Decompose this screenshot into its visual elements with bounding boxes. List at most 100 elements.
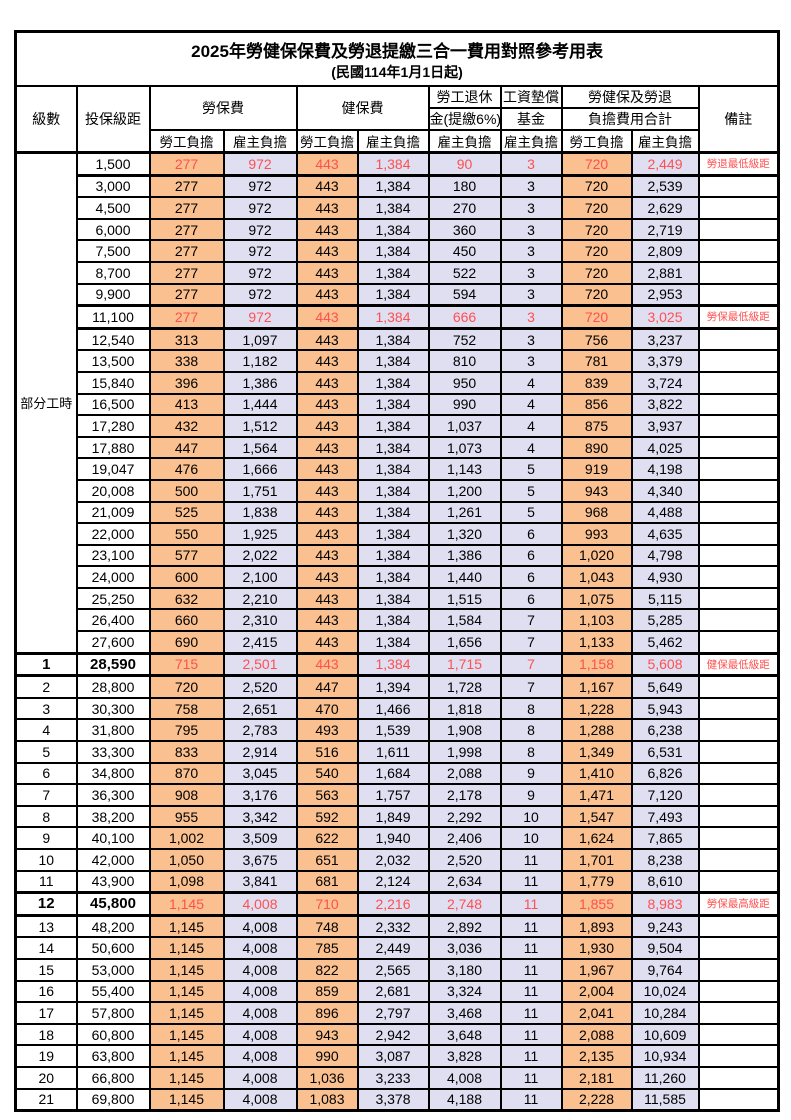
total-employer-cell: 4,340	[630, 478, 700, 503]
level-cell: 12	[14, 891, 78, 917]
health-ins-employee-cell: 443	[295, 500, 359, 525]
wage-fund-employer-cell: 3	[499, 327, 563, 352]
page-title: 2025年勞健保保費及勞退提繳三合一費用對照參考用表	[191, 41, 603, 61]
labor-ins-employer-cell: 972	[222, 196, 298, 220]
wage-fund-employer-cell: 11	[499, 1065, 563, 1090]
labor-ins-employer-cell: 4,008	[222, 979, 298, 1004]
health-ins-employer-cell: 2,797	[356, 1001, 430, 1025]
col-header-health-insurance: 健保費	[295, 85, 430, 131]
pension-employer-cell: 2,892	[427, 914, 502, 939]
health-ins-employee-cell: 443	[295, 217, 359, 242]
table-row: 13,500 338 1,182 443 1,384 810 3 781 3,379	[16, 349, 780, 373]
total-employer-cell: 4,488	[630, 500, 700, 525]
labor-ins-employer-cell: 3,176	[222, 783, 298, 807]
insured-bracket-cell: 27,600	[75, 630, 151, 655]
pension-employer-cell: 1,515	[427, 586, 502, 611]
table-row: 20 66,800 1,145 4,008 1,036 3,233 4,008 11 2,181…	[14, 1065, 780, 1090]
health-ins-employer-cell: 1,384	[356, 414, 430, 438]
total-employer-cell: 2,719	[630, 217, 700, 242]
health-ins-employer-cell: 2,216	[356, 891, 430, 917]
insured-bracket-cell: 13,500	[75, 349, 151, 373]
remark-cell	[697, 674, 780, 699]
insured-bracket-cell: 40,100	[75, 826, 151, 850]
total-employer-cell: 5,285	[630, 608, 700, 633]
labor-ins-employer-cell: 3,675	[222, 848, 298, 872]
total-employee-cell: 1,075	[560, 586, 633, 611]
insured-bracket-cell: 1,500	[75, 151, 151, 177]
labor-ins-employee-cell: 715	[148, 651, 225, 678]
total-employer-cell: 4,025	[630, 435, 700, 460]
pension-employer-cell: 4,188	[427, 1087, 502, 1112]
table-row: 9,900 277 972 443 1,384 594 3 720 2,953	[16, 282, 780, 307]
labor-ins-employee-cell: 833	[148, 740, 225, 764]
table-row: 4 31,800 795 2,783 493 1,539 1,908 8 1,288 6,238	[14, 718, 780, 743]
health-ins-employee-cell: 443	[295, 304, 359, 330]
level-cell: 13	[14, 914, 78, 939]
table-row: 4,500 277 972 443 1,384 270 3 720 2,629	[16, 196, 780, 220]
health-ins-employee-cell: 859	[295, 979, 359, 1004]
wage-fund-employer-cell: 6	[499, 543, 563, 568]
labor-ins-employee-cell: 338	[148, 349, 225, 373]
total-employee-cell: 1,471	[560, 783, 633, 807]
total-employer-cell: 5,943	[630, 696, 700, 721]
wage-fund-employer-cell: 8	[499, 718, 563, 743]
pension-employer-cell: 2,406	[427, 826, 502, 850]
health-ins-employer-cell: 2,124	[356, 869, 430, 894]
labor-ins-employer-cell: 1,512	[222, 414, 298, 438]
remark-cell	[697, 196, 780, 220]
total-employee-cell: 720	[560, 196, 633, 220]
total-employee-cell: 720	[560, 174, 633, 199]
table-row: 5 33,300 833 2,914 516 1,611 1,998 8 1,349 6,531	[14, 740, 780, 764]
health-ins-employee-cell: 443	[295, 522, 359, 546]
pension-employer-cell: 1,386	[427, 543, 502, 568]
labor-ins-employer-cell: 2,022	[222, 543, 298, 568]
wage-fund-employer-cell: 4	[499, 435, 563, 460]
wage-fund-employer-cell: 5	[499, 478, 563, 503]
wage-fund-employer-cell: 11	[499, 914, 563, 939]
labor-ins-employer-cell: 2,210	[222, 586, 298, 611]
health-ins-employer-cell: 1,384	[356, 651, 430, 678]
wage-fund-employer-cell: 11	[499, 1044, 563, 1068]
total-employer-cell: 8,238	[630, 848, 700, 872]
total-employer-cell: 3,237	[630, 327, 700, 352]
table-row: 2 28,800 720 2,520 447 1,394 1,728 7 1,167 5,649	[14, 674, 780, 699]
total-employee-cell: 720	[560, 282, 633, 307]
health-ins-employee-cell: 443	[295, 457, 359, 481]
insured-bracket-cell: 11,100	[75, 304, 151, 330]
remark-cell	[697, 370, 780, 395]
labor-ins-employer-cell: 1,444	[222, 392, 298, 417]
subheader-total-employer: 雇主負擔	[630, 129, 700, 154]
labor-ins-employee-cell: 277	[148, 304, 225, 330]
labor-ins-employer-cell: 2,100	[222, 565, 298, 589]
insured-bracket-cell: 15,840	[75, 370, 151, 395]
labor-ins-employer-cell: 1,751	[222, 478, 298, 503]
wage-fund-employer-cell: 11	[499, 979, 563, 1004]
pension-employer-cell: 1,908	[427, 718, 502, 743]
labor-ins-employer-cell: 2,310	[222, 608, 298, 633]
total-employer-cell: 4,198	[630, 457, 700, 481]
remark-cell	[697, 282, 780, 307]
total-employee-cell: 919	[560, 457, 633, 481]
labor-ins-employer-cell: 972	[222, 304, 298, 330]
total-employee-cell: 993	[560, 522, 633, 546]
table-row: 16 55,400 1,145 4,008 859 2,681 3,324 11 2,004 10…	[14, 979, 780, 1004]
pension-employer-cell: 1,818	[427, 696, 502, 721]
health-ins-employer-cell: 1,384	[356, 457, 430, 481]
labor-ins-employer-cell: 1,386	[222, 370, 298, 395]
labor-ins-employee-cell: 413	[148, 392, 225, 417]
health-ins-employer-cell: 1,384	[356, 196, 430, 220]
col-header-level: 級數	[14, 85, 78, 154]
table-row: 9 40,100 1,002 3,509 622 1,940 2,406 10 1,624 7,8…	[14, 826, 780, 850]
total-employee-cell: 1,624	[560, 826, 633, 850]
premium-reference-table: 2025年勞健保保費及勞退提繳三合一費用對照參考用表 (民國114年1月1日起)…	[14, 30, 781, 1113]
table-row: 18 60,800 1,145 4,008 943 2,942 3,648 11 2,088 10…	[14, 1022, 780, 1047]
insured-bracket-cell: 69,800	[75, 1087, 151, 1112]
labor-ins-employer-cell: 3,509	[222, 826, 298, 850]
subheader-health-employer: 雇主負擔	[356, 129, 430, 154]
wage-fund-employer-cell: 6	[499, 522, 563, 546]
health-ins-employer-cell: 1,384	[356, 349, 430, 373]
health-ins-employer-cell: 1,384	[356, 630, 430, 655]
insured-bracket-cell: 23,100	[75, 543, 151, 568]
labor-ins-employer-cell: 3,841	[222, 869, 298, 894]
wage-fund-employer-cell: 3	[499, 260, 563, 285]
